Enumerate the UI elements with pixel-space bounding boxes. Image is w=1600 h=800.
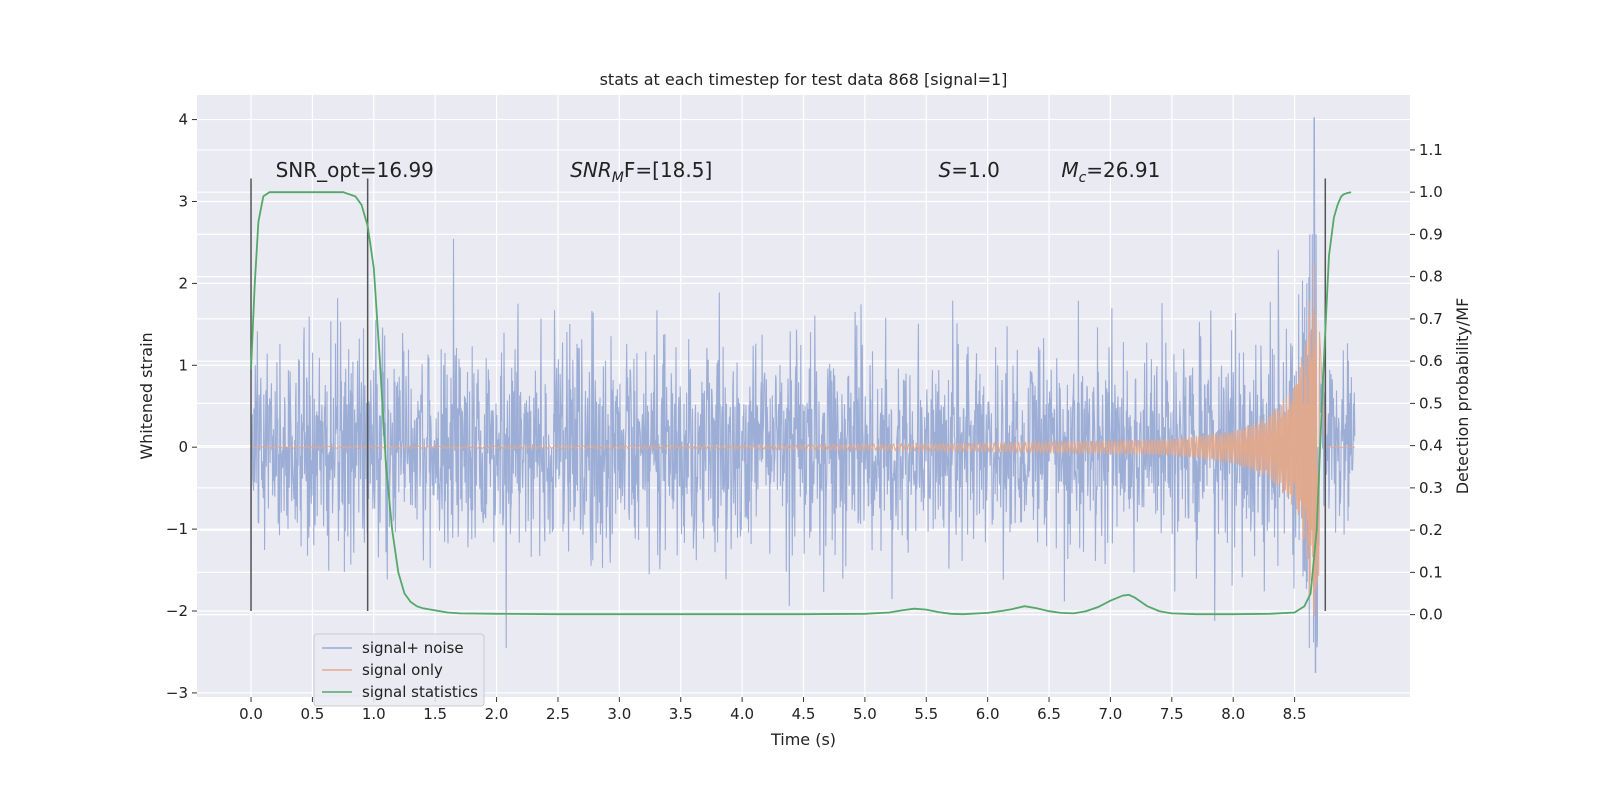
legend-label-signal-statistics: signal statistics: [362, 683, 478, 701]
y2-tick-label: 0.7: [1419, 310, 1443, 328]
x-axis-label: Time (s): [770, 730, 836, 749]
annotation-1: SNRMF=[18.5]: [570, 158, 712, 186]
x-tick-label: 6.5: [1037, 705, 1061, 723]
x-tick-label: 0.5: [300, 705, 324, 723]
legend: signal+ noise signal only signal statist…: [313, 633, 485, 707]
chart-title: stats at each timestep for test data 868…: [600, 70, 1008, 89]
x-tick-label: 7.5: [1160, 705, 1184, 723]
axis-ticks: 0.0 0.5 1.0 1.5 2.0 2.5 3.0 3.5 4.0 4.5 5.0 5.5 6.0 6…: [166, 111, 1443, 723]
y-tick-label: 2: [178, 274, 188, 292]
vertical-markers: [250, 178, 1327, 611]
y-tick-label: 1: [178, 356, 188, 374]
y2-tick-label: 0.2: [1419, 521, 1443, 539]
series-signal-only-line: [250, 264, 1355, 616]
x-tick-label: 7.0: [1099, 705, 1123, 723]
legend-box: [313, 633, 485, 707]
x-tick-label: 6.0: [976, 705, 1000, 723]
y-tick-label: 3: [178, 192, 188, 210]
y2-tick-label: 1.1: [1419, 141, 1443, 159]
y-tick-label: −3: [166, 684, 188, 702]
legend-label-signal-plus-noise: signal+ noise: [362, 639, 464, 657]
y2-tick-label: 0.8: [1419, 268, 1443, 286]
x-tick-label: 0.0: [239, 705, 263, 723]
y-tick-label: −2: [166, 602, 188, 620]
x-tick-label: 4.5: [792, 705, 816, 723]
x-tick-label: 3.5: [669, 705, 693, 723]
x-tick-label: 8.0: [1221, 705, 1245, 723]
annotation-3: Mc=26.91: [1061, 158, 1160, 186]
x-tick-label: 5.5: [914, 705, 938, 723]
y-tick-label: 4: [178, 111, 188, 129]
legend-label-signal-only: signal only: [362, 661, 443, 679]
plot-content: [250, 117, 1356, 673]
annotation-2: S=1.0: [939, 158, 1000, 182]
y2-tick-label: 0.9: [1419, 225, 1443, 243]
x-tick-label: 2.0: [485, 705, 509, 723]
y2-tick-label: 0.1: [1419, 563, 1443, 581]
series-signal-statistics-line: [250, 191, 1352, 616]
y2-tick-label: 0.6: [1419, 352, 1443, 370]
y-tick-label: −1: [166, 520, 188, 538]
x-tick-label: 4.0: [730, 705, 754, 723]
annotation-0: SNR_opt=16.99: [276, 158, 434, 182]
y-tick-label: 0: [178, 438, 188, 456]
x-tick-label: 2.5: [546, 705, 570, 723]
y-axis-label: Whitened strain: [137, 332, 156, 459]
x-tick-label: 1.5: [423, 705, 447, 723]
x-tick-label: 3.0: [607, 705, 631, 723]
y2-tick-label: 0.5: [1419, 394, 1443, 412]
annotations: SNR_opt=16.99 SNRMF=[18.5] S=1.0 Mc=26.91: [276, 158, 1161, 186]
y2-axis-label: Detection probability/MF: [1453, 298, 1472, 495]
y2-tick-label: 0.3: [1419, 479, 1443, 497]
x-tick-label: 1.0: [362, 705, 386, 723]
x-tick-label: 5.0: [853, 705, 877, 723]
y2-tick-label: 1.0: [1419, 183, 1443, 201]
y2-tick-label: 0.0: [1419, 606, 1443, 624]
y2-tick-label: 0.4: [1419, 437, 1443, 455]
x-tick-label: 8.5: [1283, 705, 1307, 723]
